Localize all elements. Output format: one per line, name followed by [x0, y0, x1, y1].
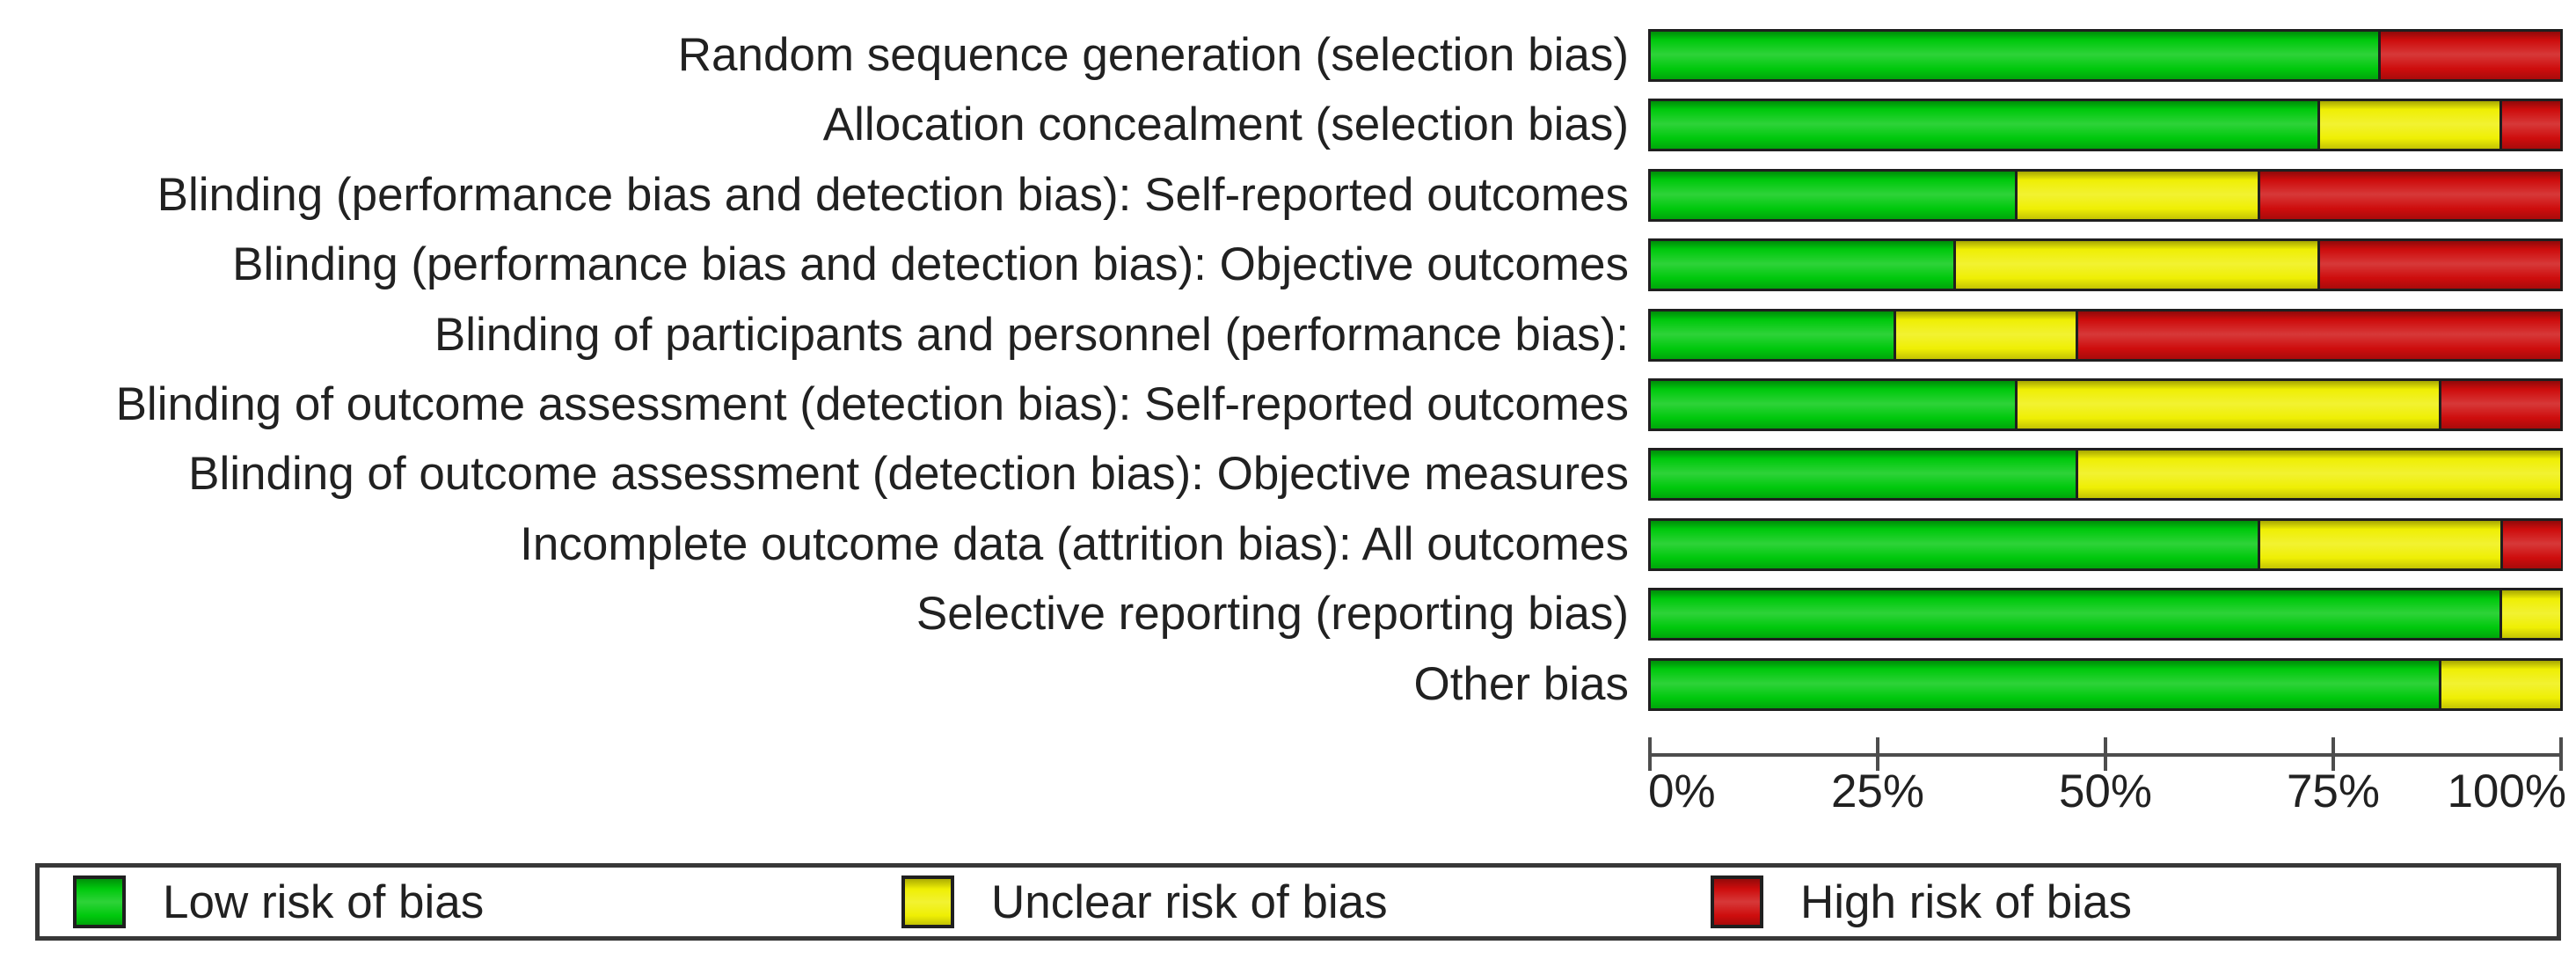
bar-segment-unclear [1894, 311, 2076, 359]
stacked-bar [1648, 658, 2563, 711]
legend-swatch-icon [901, 875, 954, 928]
x-axis-tick [2559, 737, 2563, 771]
x-axis-tick-label: 75% [2286, 766, 2381, 817]
bar-segment-high [2378, 32, 2560, 79]
bar-segment-unclear [2499, 590, 2560, 638]
category-label: Allocation concealment (selection bias) [822, 99, 1629, 150]
x-axis-tick-label: 100% [2447, 766, 2566, 817]
chart-row: Blinding of outcome assessment (detectio… [0, 448, 2576, 501]
bar-segment-low [1651, 661, 2440, 708]
bar-segment-unclear [2439, 661, 2560, 708]
chart-row: Allocation concealment (selection bias) [0, 99, 2576, 151]
stacked-bar [1648, 99, 2563, 151]
legend-label: Low risk of bias [163, 875, 485, 928]
chart-row: Random sequence generation (selection bi… [0, 29, 2576, 82]
category-label: Other bias [1413, 658, 1629, 710]
category-label: Random sequence generation (selection bi… [677, 29, 1629, 81]
chart-row: Incomplete outcome data (attrition bias)… [0, 518, 2576, 571]
x-axis-tick-label: 25% [1830, 766, 1925, 817]
category-label: Selective reporting (reporting bias) [916, 588, 1629, 640]
stacked-bar [1648, 238, 2563, 291]
bar-segment-high [2317, 241, 2560, 289]
bar-segment-low [1651, 172, 2015, 219]
chart-row: Selective reporting (reporting bias) [0, 588, 2576, 641]
legend-label: High risk of bias [1800, 875, 2133, 928]
category-label: Blinding (performance bias and detection… [157, 169, 1629, 221]
x-axis-tick [1648, 737, 1652, 771]
x-axis-tick [2332, 737, 2335, 771]
bar-segment-low [1651, 32, 2379, 79]
legend-swatch-icon [1711, 875, 1763, 928]
bar-segment-high [2499, 521, 2561, 568]
stacked-bar [1648, 588, 2563, 641]
x-axis-tick-label: 50% [2058, 766, 2153, 817]
bar-segment-high [2075, 311, 2560, 359]
bar-segment-unclear [1953, 241, 2317, 289]
legend-item: Unclear risk of bias [901, 868, 1388, 936]
bar-segment-high [2499, 101, 2560, 149]
bar-segment-unclear [2257, 521, 2500, 568]
stacked-bar [1648, 309, 2563, 362]
chart-row: Blinding (performance bias and detection… [0, 169, 2576, 222]
chart-row: Other bias [0, 658, 2576, 711]
chart-row: Blinding (performance bias and detection… [0, 238, 2576, 291]
bar-segment-unclear [2014, 381, 2440, 429]
bar-segment-high [2439, 381, 2560, 429]
chart-row: Blinding of outcome assessment (detectio… [0, 378, 2576, 431]
category-label: Blinding of participants and personnel (… [434, 309, 1629, 361]
category-label: Blinding (performance bias and detection… [232, 238, 1629, 290]
bar-segment-unclear [2317, 101, 2499, 149]
category-label: Blinding of outcome assessment (detectio… [188, 448, 1629, 500]
x-axis-tick [2104, 737, 2107, 771]
stacked-bar [1648, 169, 2563, 222]
legend-label: Unclear risk of bias [991, 875, 1388, 928]
legend: Low risk of bias Unclear risk of bias High… [35, 863, 2561, 941]
bar-segment-low [1651, 521, 2258, 568]
bar-segment-low [1651, 311, 1894, 359]
stacked-bar [1648, 29, 2563, 82]
legend-swatch-icon [73, 875, 126, 928]
x-axis-tick-label: 0% [1648, 766, 1716, 817]
bar-segment-low [1651, 241, 1954, 289]
bar-segment-low [1651, 590, 2499, 638]
stacked-bar [1648, 448, 2563, 501]
legend-item: High risk of bias [1711, 868, 2132, 936]
bar-segment-low [1651, 101, 2317, 149]
stacked-bar [1648, 518, 2563, 571]
category-label: Blinding of outcome assessment (detectio… [115, 378, 1629, 430]
legend-item: Low risk of bias [73, 868, 484, 936]
bar-segment-low [1651, 451, 2076, 498]
bar-segment-high [2257, 172, 2560, 219]
stacked-bar [1648, 378, 2563, 431]
bar-segment-unclear [2014, 172, 2258, 219]
chart-row: Blinding of participants and personnel (… [0, 309, 2576, 362]
category-label: Incomplete outcome data (attrition bias)… [520, 518, 1629, 570]
bar-segment-unclear [2075, 451, 2560, 498]
x-axis-tick [1876, 737, 1879, 771]
bar-segment-low [1651, 381, 2015, 429]
